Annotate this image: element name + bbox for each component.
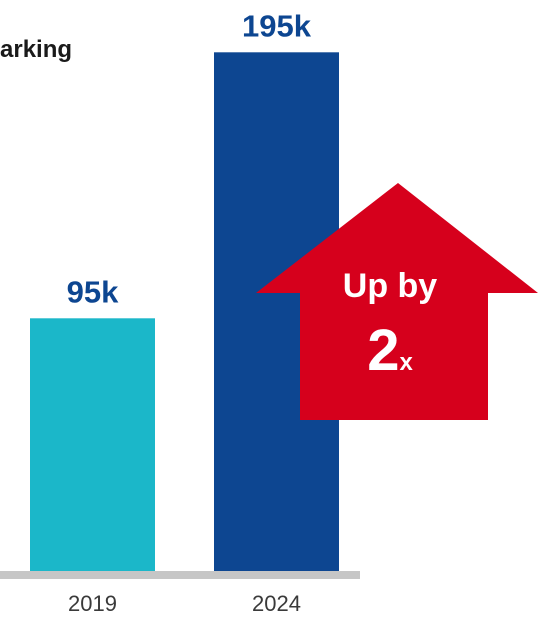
x-tick-label-2019: 2019 bbox=[68, 591, 117, 616]
chart-title-fragment: arking bbox=[0, 36, 73, 63]
annotation-multiplier-suffix: x bbox=[399, 349, 413, 376]
x-tick-label-2024: 2024 bbox=[252, 591, 301, 616]
up-arrow-shape bbox=[256, 183, 538, 420]
increase-annotation: Up by 2x bbox=[256, 183, 538, 420]
annotation-text: Up by bbox=[343, 267, 438, 305]
value-label-2024: 195k bbox=[242, 8, 312, 43]
value-label-2019: 95k bbox=[67, 274, 119, 309]
bar-2019 bbox=[30, 318, 155, 571]
annotation-multiplier-number: 2 bbox=[367, 318, 399, 383]
annotation-multiplier: 2x bbox=[367, 318, 413, 383]
